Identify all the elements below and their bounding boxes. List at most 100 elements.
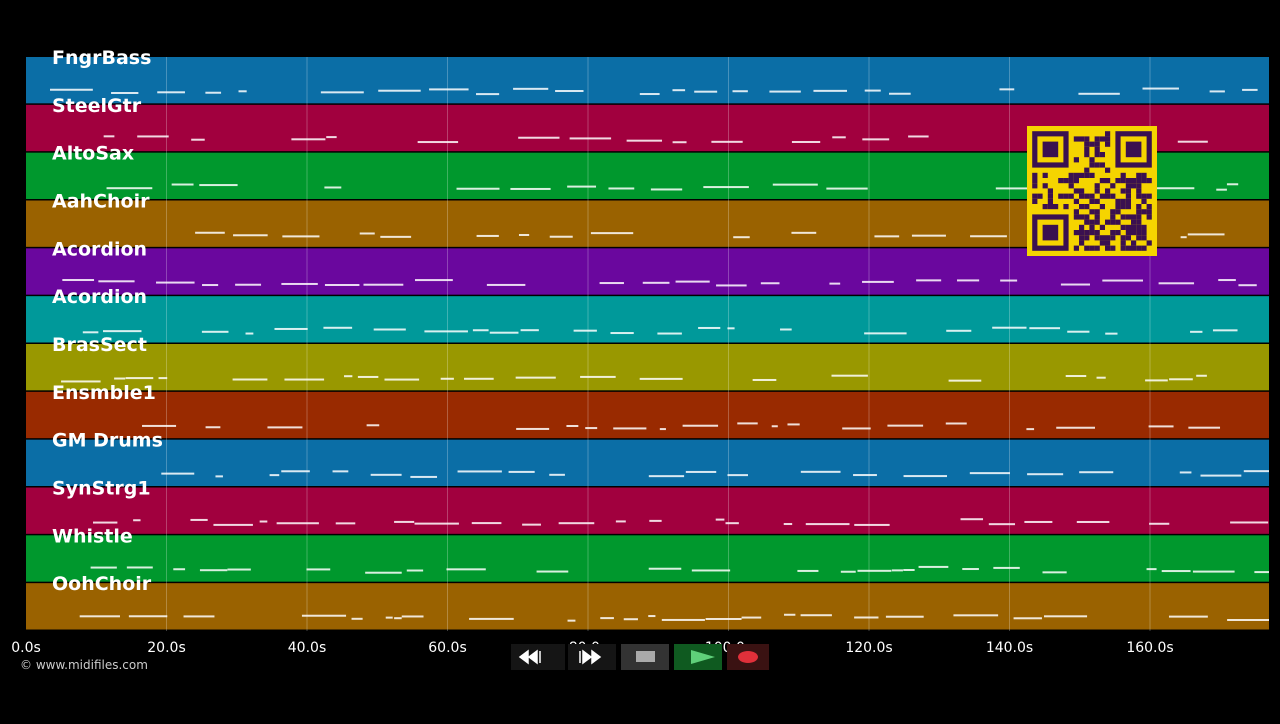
qr-cell — [1073, 245, 1079, 251]
note — [191, 138, 205, 141]
note — [862, 138, 890, 141]
note — [324, 284, 360, 287]
qr-cell — [1125, 204, 1131, 210]
note — [826, 187, 868, 190]
note — [486, 283, 526, 286]
qr-cell — [1136, 245, 1142, 251]
note — [457, 470, 502, 473]
note — [1102, 279, 1143, 282]
qr-cell — [1136, 230, 1142, 236]
note — [1216, 188, 1227, 191]
qr-cell — [1110, 209, 1116, 215]
note — [1146, 568, 1157, 571]
qr-cell — [1084, 245, 1090, 251]
tick-label: 60.0s — [428, 640, 466, 656]
qr-cell — [1105, 136, 1111, 142]
note — [864, 89, 881, 92]
qr-cell — [1105, 131, 1111, 137]
note — [903, 569, 915, 572]
qr-cell — [1146, 209, 1152, 215]
note — [380, 235, 412, 238]
qr-cell — [1079, 230, 1085, 236]
grid — [166, 57, 1151, 631]
note — [969, 472, 1010, 475]
note — [414, 279, 453, 282]
note — [889, 92, 911, 95]
note — [446, 568, 486, 571]
qr-cell — [1032, 198, 1038, 204]
note — [324, 186, 342, 189]
note — [648, 567, 682, 570]
note — [639, 93, 660, 96]
transport-controls — [511, 644, 769, 670]
note — [464, 377, 494, 380]
qr-cell — [1094, 198, 1100, 204]
note — [332, 470, 349, 473]
note — [1105, 332, 1118, 335]
note — [911, 234, 946, 237]
qr-cell — [1089, 198, 1095, 204]
note — [365, 571, 402, 574]
note — [599, 282, 624, 285]
copyright: © www.midifiles.com — [20, 658, 148, 672]
qr-cell — [1068, 183, 1074, 189]
note — [715, 518, 725, 521]
note — [213, 523, 253, 526]
note — [406, 569, 424, 572]
qr-cell — [1146, 240, 1152, 246]
note — [1209, 90, 1225, 93]
note — [585, 427, 598, 430]
note — [567, 185, 597, 188]
qr-cell — [1099, 235, 1105, 241]
note — [1230, 521, 1269, 524]
qr-cell — [1079, 172, 1085, 178]
qr-cell — [1042, 204, 1048, 210]
qr-cell — [1073, 188, 1079, 194]
tick-label: 120.0s — [845, 640, 892, 656]
qr-cell — [1094, 183, 1100, 189]
note — [918, 565, 949, 568]
note — [98, 280, 135, 283]
note — [1158, 282, 1195, 285]
note — [672, 141, 687, 144]
note — [1243, 470, 1269, 473]
qr-cell — [1099, 204, 1105, 210]
note — [733, 236, 750, 239]
fast-forward-icon — [579, 649, 602, 665]
note — [156, 281, 195, 284]
note — [401, 615, 424, 618]
qr-cell — [1073, 230, 1079, 236]
note — [1192, 570, 1235, 573]
qr-cell — [1058, 193, 1064, 199]
qr-cell — [1094, 209, 1100, 215]
qr-finder — [1042, 224, 1059, 241]
note — [639, 377, 683, 380]
qr-cell — [1125, 198, 1131, 204]
qr-cell — [1094, 214, 1100, 220]
note — [259, 520, 268, 523]
qr-cell — [1073, 214, 1079, 220]
note — [1027, 473, 1064, 476]
note — [567, 619, 576, 622]
qr-cell — [1063, 178, 1069, 184]
note — [737, 422, 758, 425]
qr-cell — [1115, 204, 1121, 210]
qr-cell — [1099, 178, 1105, 184]
note — [158, 377, 168, 380]
note — [840, 570, 856, 573]
note — [385, 616, 393, 619]
note — [476, 234, 499, 237]
qr-cell — [1084, 235, 1090, 241]
note — [351, 617, 363, 620]
note — [1148, 425, 1174, 428]
note — [791, 231, 817, 234]
note — [682, 424, 719, 427]
note — [137, 135, 169, 138]
track-lane — [26, 296, 1269, 343]
track-name: Whistle — [52, 525, 133, 547]
note — [610, 332, 634, 335]
note — [245, 332, 254, 335]
note — [1076, 520, 1110, 523]
note — [988, 523, 1016, 526]
